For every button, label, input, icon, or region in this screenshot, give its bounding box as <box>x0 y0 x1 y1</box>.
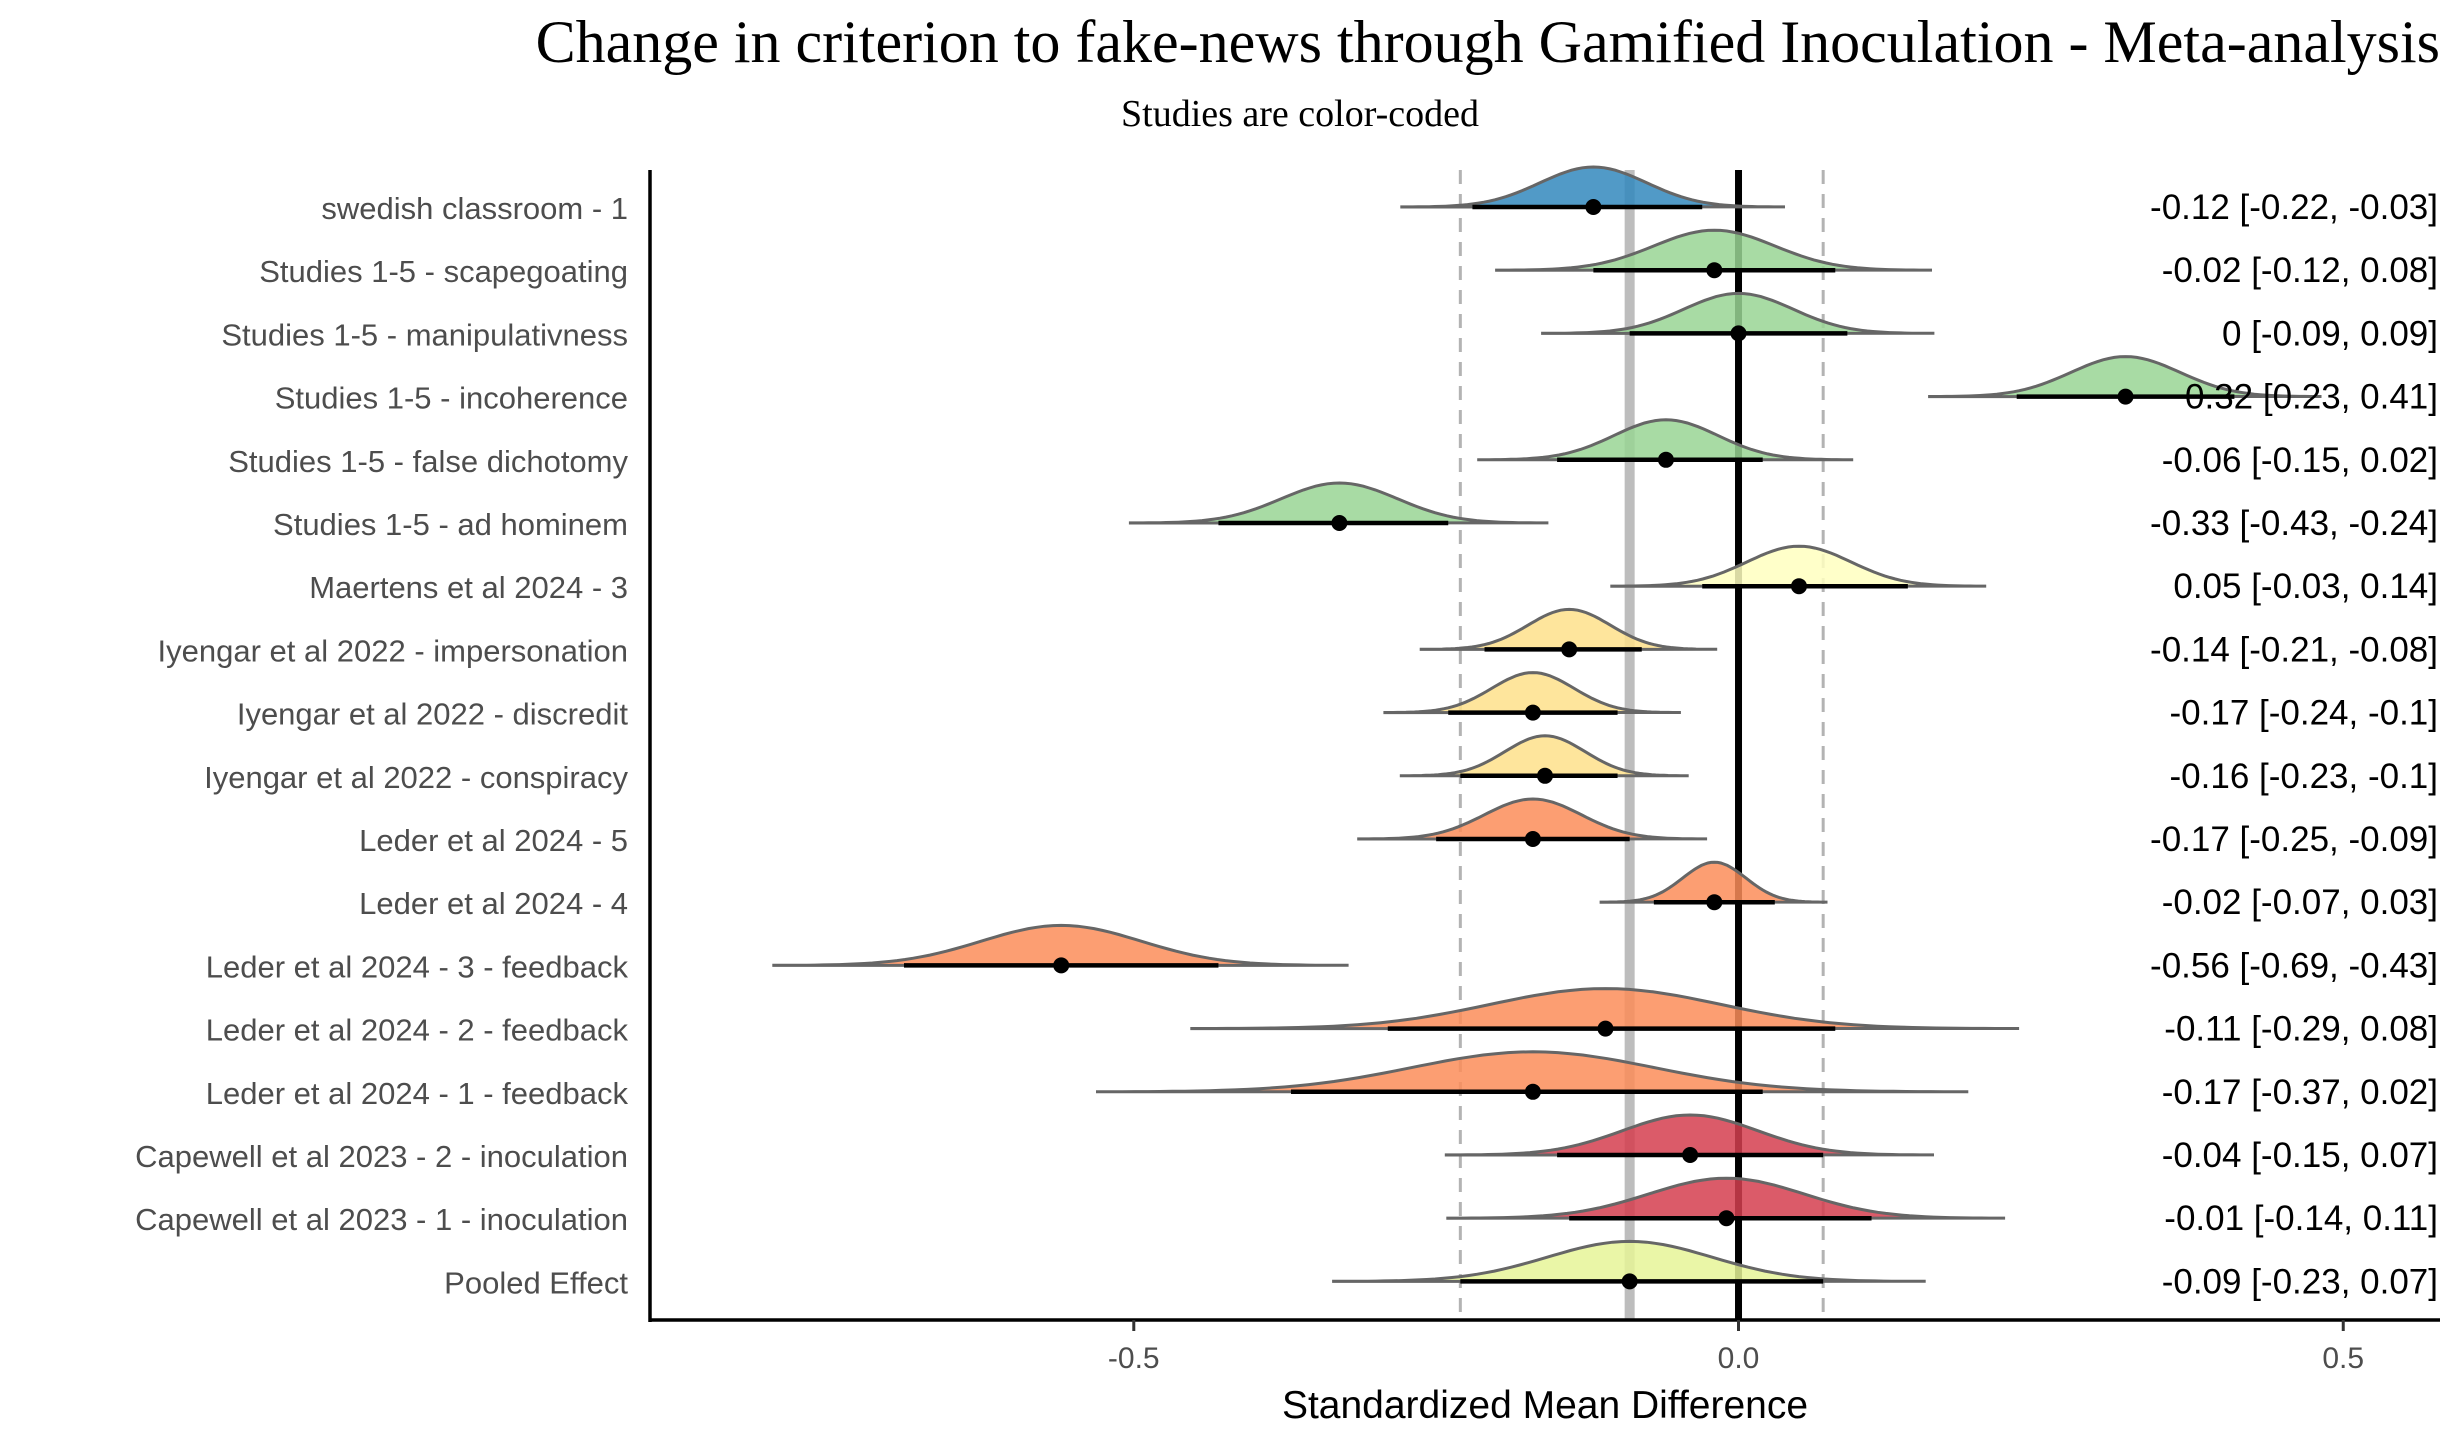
chart-title: Change in criterion to fake-news through… <box>535 9 2440 75</box>
effect-annotation: -0.02 [-0.12, 0.08] <box>2162 251 2438 290</box>
density-ridge <box>1444 1113 1935 1157</box>
density-ridge <box>1357 797 1708 841</box>
effect-annotation: 0.32 [0.23, 0.41] <box>2185 378 2438 417</box>
effect-annotation: -0.06 [-0.15, 0.02] <box>2162 441 2438 480</box>
study-label: Iyengar et al 2022 - conspiracy <box>204 760 628 795</box>
point-estimate <box>1561 641 1578 658</box>
point-estimate <box>1053 957 1070 974</box>
study-label: Leder et al 2024 - 5 <box>359 823 628 858</box>
point-estimate <box>1621 1273 1638 1290</box>
density-ridge <box>1610 544 1987 588</box>
effect-annotation: -0.17 [-0.37, 0.02] <box>2162 1073 2438 1112</box>
density-ridge <box>1400 165 1786 209</box>
effect-annotation: 0 [-0.09, 0.09] <box>2222 314 2438 353</box>
point-estimate <box>1657 451 1674 468</box>
study-label: Iyengar et al 2022 - discredit <box>237 697 629 732</box>
point-estimate <box>1730 325 1747 342</box>
study-label: Pooled Effect <box>444 1265 628 1300</box>
effect-annotation: 0.05 [-0.03, 0.14] <box>2173 567 2438 606</box>
study-label: swedish classroom - 1 <box>321 191 628 226</box>
effect-annotation: -0.14 [-0.21, -0.08] <box>2150 630 2438 669</box>
effect-annotation: -0.17 [-0.25, -0.09] <box>2150 820 2438 859</box>
density-ridge <box>772 923 1349 967</box>
density-ridge <box>1928 355 2322 399</box>
density-ridge <box>1096 1050 1969 1094</box>
point-estimate <box>2117 388 2134 405</box>
x-tick-label: 0.5 <box>2322 1342 2364 1375</box>
point-estimate <box>1718 1210 1735 1227</box>
density-ridge <box>1383 671 1681 715</box>
density-ridge <box>1599 860 1828 904</box>
study-label: Capewell et al 2023 - 1 - inoculation <box>135 1202 628 1237</box>
effect-annotation: -0.04 [-0.15, 0.07] <box>2162 1136 2438 1175</box>
effect-annotation: -0.02 [-0.07, 0.03] <box>2162 883 2438 922</box>
study-label: Leder et al 2024 - 1 - feedback <box>206 1076 629 1111</box>
density-ridge <box>1332 1239 1926 1283</box>
density-ridge <box>1190 987 2020 1031</box>
density-ridge <box>1495 228 1933 272</box>
x-tick-label: -0.5 <box>1108 1342 1160 1375</box>
point-estimate <box>1706 894 1723 911</box>
study-label: Leder et al 2024 - 3 - feedback <box>206 949 629 984</box>
chart-subtitle: Studies are color-coded <box>1121 93 1479 135</box>
x-axis-title: Standardized Mean Difference <box>1282 1384 1808 1427</box>
effect-annotation: -0.16 [-0.23, -0.1] <box>2170 757 2438 796</box>
study-label: Studies 1-5 - manipulativness <box>221 317 628 352</box>
study-label: Studies 1-5 - incoherence <box>275 381 628 416</box>
point-estimate <box>1524 704 1541 721</box>
study-label: Studies 1-5 - false dichotomy <box>228 444 628 479</box>
effect-annotation: -0.09 [-0.23, 0.07] <box>2162 1262 2438 1301</box>
point-estimate <box>1585 199 1602 215</box>
point-estimate <box>1331 515 1348 531</box>
study-label: Maertens et al 2024 - 3 <box>309 570 628 605</box>
study-label: Leder et al 2024 - 4 <box>359 886 628 921</box>
study-label: Capewell et al 2023 - 2 - inoculation <box>135 1139 628 1174</box>
point-estimate <box>1537 767 1553 784</box>
study-label: Studies 1-5 - scapegoating <box>259 254 628 289</box>
point-estimate <box>1682 1147 1699 1163</box>
point-estimate <box>1706 262 1723 279</box>
density-ridge <box>1446 1176 2006 1220</box>
density-ridge <box>1541 291 1935 335</box>
point-estimate <box>1524 831 1541 847</box>
effect-annotation: -0.56 [-0.69, -0.43] <box>2150 946 2438 985</box>
study-label: Leder et al 2024 - 2 - feedback <box>206 1013 629 1048</box>
effect-annotation: -0.17 [-0.24, -0.1] <box>2170 694 2438 733</box>
study-label: Studies 1-5 - ad hominem <box>273 507 628 542</box>
effect-annotation: -0.01 [-0.14, 0.11] <box>2164 1199 2438 1238</box>
x-tick-label: 0.0 <box>1718 1342 1760 1375</box>
density-ridge <box>1399 734 1689 778</box>
point-estimate <box>1597 1020 1614 1037</box>
study-label: Iyengar et al 2022 - impersonation <box>158 633 628 668</box>
point-estimate <box>1524 1083 1541 1100</box>
density-ridge <box>1128 481 1549 525</box>
effect-annotation: -0.12 [-0.22, -0.03] <box>2150 188 2438 227</box>
density-ridge <box>1419 607 1718 651</box>
point-estimate <box>1790 578 1807 595</box>
effect-annotation: -0.33 [-0.43, -0.24] <box>2150 504 2438 543</box>
density-ridge <box>1477 418 1854 462</box>
effect-annotation: -0.11 [-0.29, 0.08] <box>2164 1010 2438 1049</box>
